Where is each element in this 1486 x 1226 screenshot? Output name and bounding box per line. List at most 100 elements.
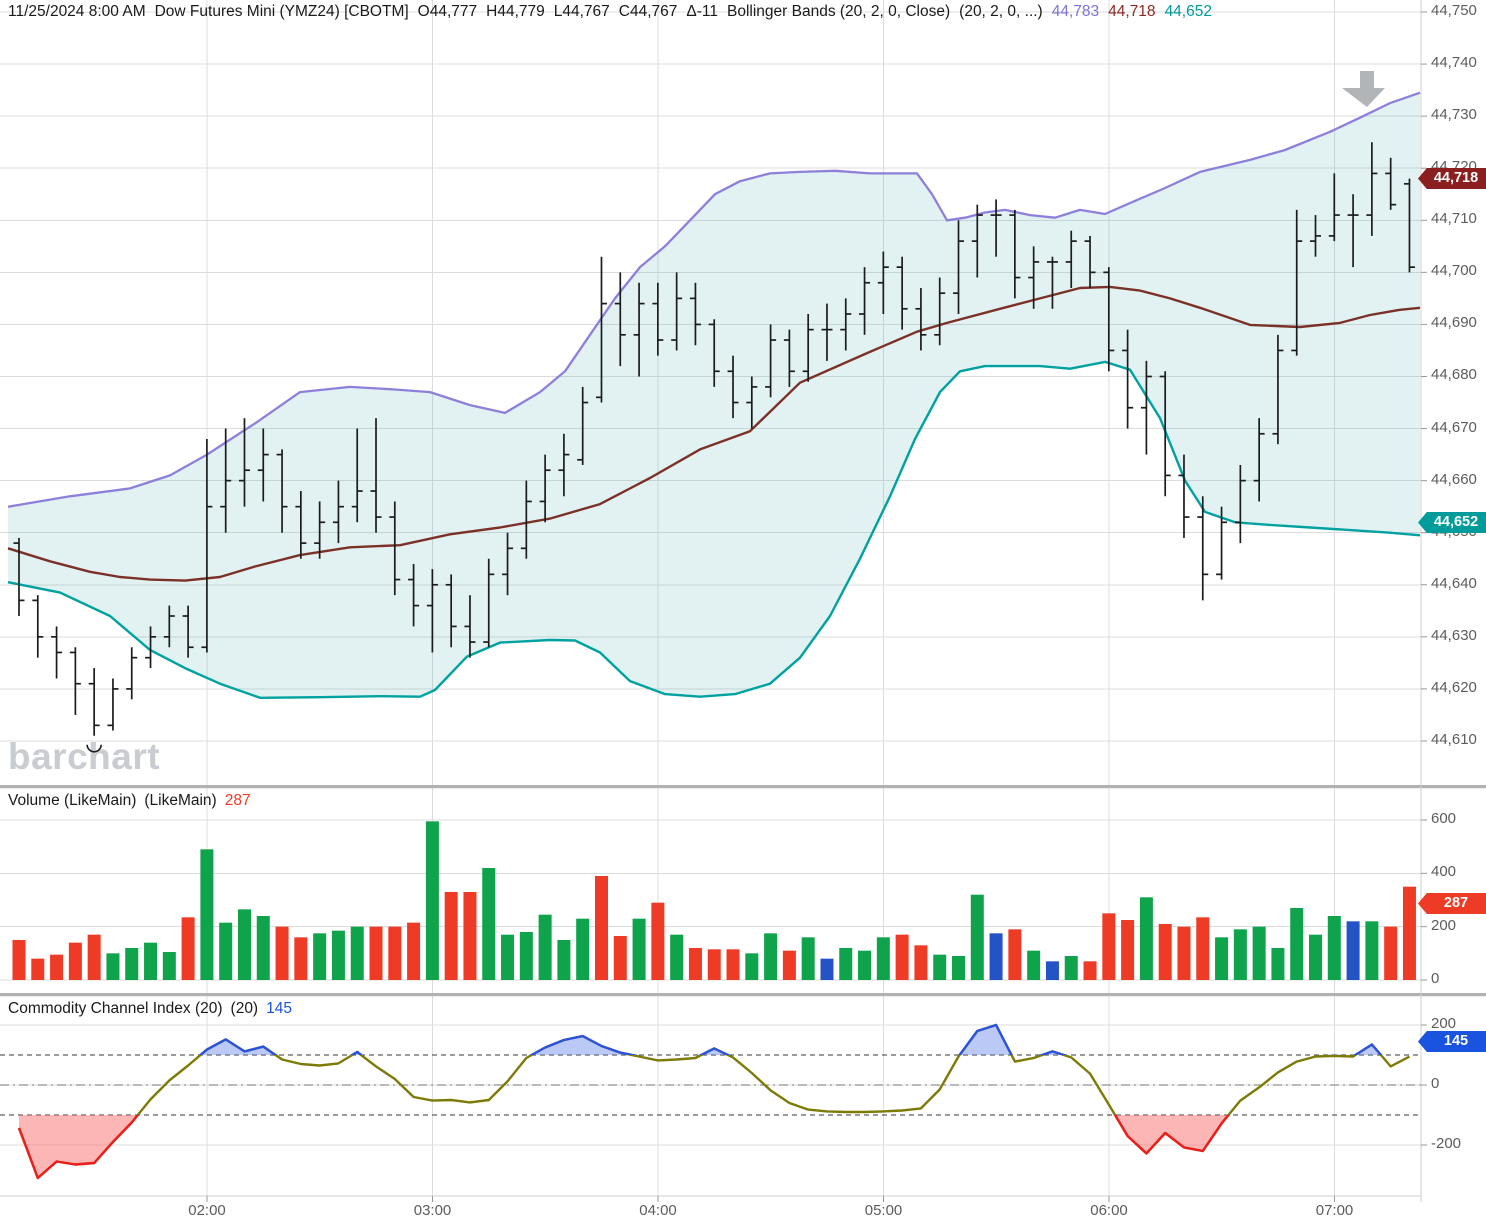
bollinger-lower-line [7,360,1421,699]
volume-bar [1083,961,1097,980]
volume-bar [632,918,646,980]
time-axis-label: 02:00 [188,1202,226,1219]
volume-bar [1008,929,1022,980]
cci-badge: 145 [1418,1031,1486,1052]
time-axis-label: 07:00 [1315,1202,1354,1219]
price-axis-label: 44,690 [1431,314,1477,332]
title-change: Δ-11 [686,3,718,20]
volume-axis-label: 200 [1431,916,1457,934]
price-axis-label: 44,630 [1431,626,1477,644]
title-symbol: Dow Futures Mini (YMZ24) [CBOTM] [154,3,409,20]
volume-bar [1177,926,1191,980]
price-badge-bb-middle: 44,718 [1418,168,1486,189]
volume-value: 287 [224,792,251,809]
volume-badge: 287 [1418,893,1486,914]
title-bb-upper-value: 44,783 [1051,3,1100,20]
title-bb-lower-value: 44,652 [1164,3,1212,20]
price-axis-label: 44,610 [1431,730,1477,748]
cci-axis-label: 200 [1431,1015,1457,1032]
time-axis-label: 05:00 [864,1202,903,1219]
volume-bar [313,933,327,980]
price-axis-label: 44,660 [1431,470,1477,488]
time-axis-label: 04:00 [639,1202,677,1219]
volume-bar [501,934,515,980]
price-axis-label: 44,620 [1431,678,1477,696]
low-of-day-marker [86,744,102,753]
volume-axis-label: 400 [1431,863,1457,881]
volume-bar [1045,961,1059,980]
volume-bar [970,894,984,980]
barchart-logo: barchart [8,736,161,777]
volume-bar [331,930,345,980]
volume-bar [407,922,421,980]
volume-bar [219,922,233,980]
volume-bar [576,918,590,980]
volume-bar [87,934,101,980]
title-high: H44,779 [486,3,545,20]
volume-bar [1215,937,1229,980]
volume-bar [1102,913,1116,980]
volume-bar [256,915,270,980]
volume-bar [820,958,834,980]
price-badge-bb-lower: 44,652 [1418,512,1486,533]
volume-bar [1196,917,1210,980]
cci-line-oversold [17,1115,1231,1180]
price-axis-label: 44,750 [1431,2,1477,19]
cci-pane-header: Commodity Channel Index (20) (20) 145 [8,1000,292,1018]
volume-bar [482,867,496,980]
volume-bar [538,914,552,980]
volume-bar [858,950,872,980]
volume-bar [764,933,778,980]
volume-axis-label: 600 [1431,809,1457,827]
volume-bar [688,947,702,980]
volume-bar [1365,921,1379,980]
chart-title-bar: 11/25/2024 8:00 AM Dow Futures Mini (YMZ… [8,3,1212,21]
cci-line-overbought [198,1023,1383,1055]
volume-label2: (LikeMain) [144,792,217,809]
volume-bar [1271,947,1285,980]
volume-bar [444,891,458,980]
cci-label2: (20) [230,1000,259,1017]
volume-bar [801,937,815,980]
volume-bar [1158,923,1172,980]
volume-bar [200,849,214,980]
title-bb-middle-value: 44,718 [1108,3,1156,20]
volume-bar [181,917,195,980]
cci-axis-label: -200 [1431,1135,1462,1152]
volume-bar [1121,919,1135,980]
cci-axis-label: 0 [1431,1075,1440,1092]
volume-bar [1064,955,1078,980]
volume-bar [914,945,928,980]
title-indicator-params: (20, 2, 0, ...) [959,3,1043,20]
volume-bar [350,926,364,980]
pane-separator [0,785,1486,789]
volume-axis-label: 0 [1431,970,1440,987]
volume-bar [1139,897,1153,980]
title-open: O44,777 [417,3,478,20]
volume-bar [1346,921,1360,980]
volume-bar [31,958,45,980]
volume-bar [463,891,477,980]
volume-bar [162,951,176,980]
down-arrow-icon [1342,71,1385,107]
volume-bar [1290,907,1304,980]
title-datetime: 11/25/2024 8:00 AM [8,3,146,20]
volume-bar [1384,926,1398,980]
volume-bar [707,949,721,980]
volume-bar [144,942,158,980]
volume-bar [726,949,740,980]
volume-bar [369,926,383,980]
volume-pane-header: Volume (LikeMain) (LikeMain) 287 [8,792,251,810]
price-axis-label: 44,640 [1431,574,1477,592]
volume-bar [1402,886,1416,980]
volume-bar [989,933,1003,980]
volume-bar [50,954,64,980]
pane-separator [0,993,1486,997]
time-axis-label: 03:00 [413,1202,452,1219]
volume-bar [519,931,533,980]
volume-bar [237,909,251,980]
volume-bar [294,937,308,980]
volume-bar [876,937,890,980]
